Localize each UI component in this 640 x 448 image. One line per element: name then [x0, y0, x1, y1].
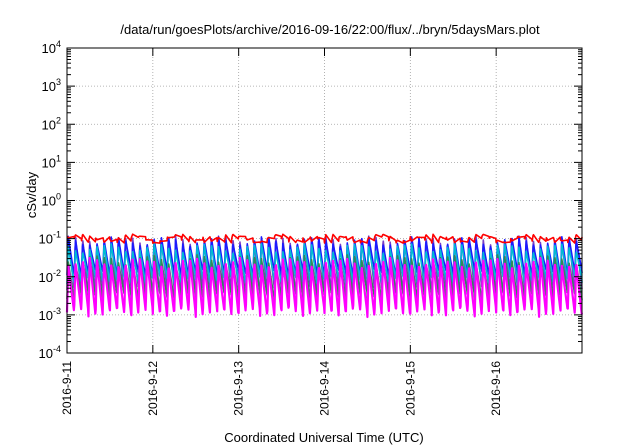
data-series: [65, 233, 584, 319]
series-line: [66, 233, 583, 244]
y-tick-label: 10-3: [39, 306, 61, 323]
x-tick-label: 2016-9-16: [489, 361, 503, 416]
x-tick-label: 2016-9-15: [403, 361, 417, 416]
x-tick-labels: 2016-9-11 2016-9-12 2016-9-13 2016-9-14 2016…: [60, 361, 503, 416]
x-axis-label: Coordinated Universal Time (UTC): [224, 430, 423, 445]
y-tick-label: 104: [42, 39, 61, 56]
axes: [66, 47, 583, 354]
y-tick-label: 10-2: [39, 268, 61, 285]
plot-frame: [66, 47, 583, 354]
y-tick-label: 101: [42, 153, 61, 170]
y-tick-label: 100: [42, 192, 61, 209]
chart-title: /data/run/goesPlots/archive/2016-09-16/2…: [120, 22, 540, 37]
x-tick-label: 2016-9-12: [146, 361, 160, 416]
x-tick-label: 2016-9-13: [232, 361, 246, 416]
series-line: [65, 256, 584, 319]
y-tick-label: 10-4: [39, 344, 61, 361]
y-tick-label: 10-1: [39, 230, 61, 247]
y-tick-label: 103: [42, 77, 61, 94]
y-tick-label: 102: [42, 115, 61, 132]
y-tick-labels: 10-4 10-3 10-2 10-1 100 101 102 103 104: [39, 39, 61, 361]
x-tick-label: 2016-9-14: [318, 361, 332, 416]
y-axis-label: cSv/day: [24, 171, 39, 218]
x-tick-label: 2016-9-11: [60, 361, 74, 415]
